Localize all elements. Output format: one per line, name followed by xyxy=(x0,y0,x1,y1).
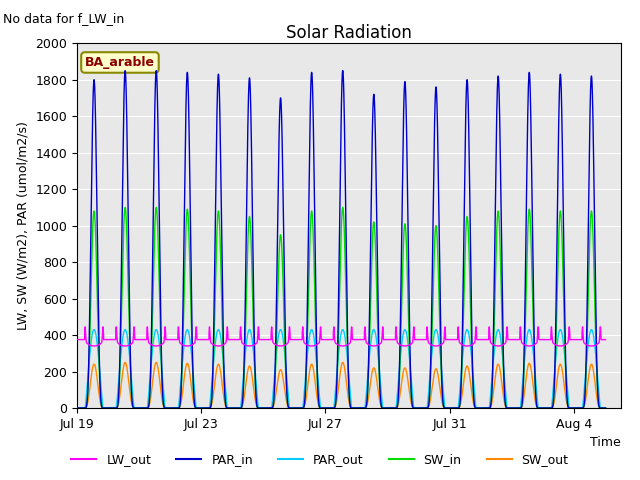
Text: No data for f_LW_in: No data for f_LW_in xyxy=(3,12,124,25)
Text: BA_arable: BA_arable xyxy=(85,56,155,69)
Title: Solar Radiation: Solar Radiation xyxy=(286,24,412,42)
Legend: LW_out, PAR_in, PAR_out, SW_in, SW_out: LW_out, PAR_in, PAR_out, SW_in, SW_out xyxy=(67,448,573,471)
Y-axis label: LW, SW (W/m2), PAR (umol/m2/s): LW, SW (W/m2), PAR (umol/m2/s) xyxy=(17,121,29,330)
X-axis label: Time: Time xyxy=(590,436,621,449)
